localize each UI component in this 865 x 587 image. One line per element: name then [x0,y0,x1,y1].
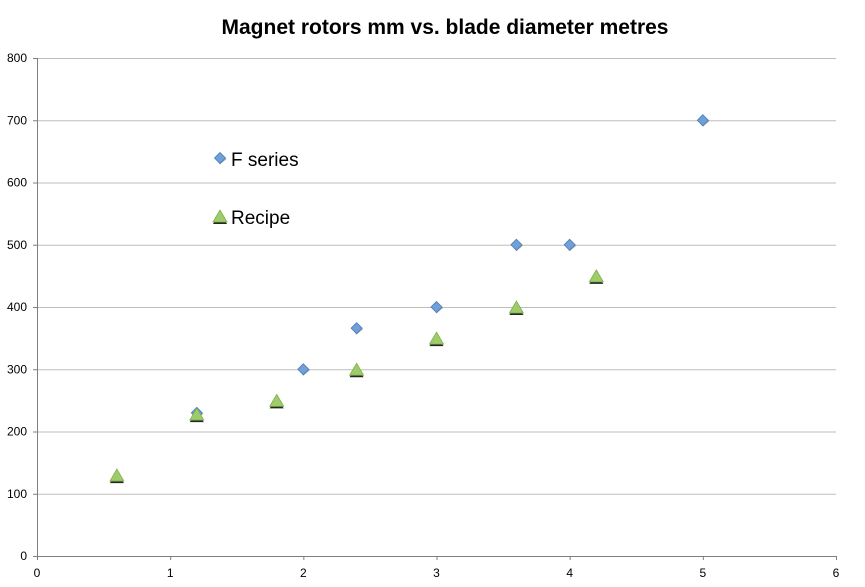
diamond-marker [350,322,363,335]
y-tick-label: 600 [7,176,27,190]
data-point-recipe [348,362,365,378]
y-tick-label: 300 [7,362,27,376]
legend-marker-recipe [212,209,228,224]
diamond-marker [563,238,576,251]
y-tick-label: 400 [7,300,27,314]
x-tick-label: 2 [300,566,307,580]
triangle-marker [428,331,445,345]
data-points [109,114,710,484]
data-point-recipe [109,468,125,484]
y-tick-label: 800 [7,51,27,65]
y-tick-label: 0 [20,549,27,563]
chart-title: Magnet rotors mm vs. blade diameter metr… [221,16,669,39]
x-tick-label: 4 [566,566,573,580]
tick-labels: 0 100 200 300 400 500 600 700 800 0 1 2 3 4 5 6 [7,51,840,580]
data-point-recipe [428,331,445,347]
diamond-marker [430,300,443,314]
legend: F series Recipe [212,150,299,229]
legend-label-recipe: Recipe [231,208,290,229]
x-tick-label: 6 [833,566,840,580]
x-tick-label: 5 [699,566,706,580]
diamond-marker [297,363,310,376]
y-tick-label: 700 [7,113,27,127]
triangle-marker [348,362,365,376]
triangle-marker [269,393,285,407]
triangle-marker [588,269,604,283]
data-point-f-series [430,300,443,314]
triangle-marker [109,468,125,482]
data-point-recipe [588,269,604,284]
diamond-marker [696,114,709,127]
x-tick-label: 0 [34,566,41,580]
data-point-recipe [189,407,205,423]
legend-label-f-series: F series [231,150,299,171]
data-point-recipe [508,300,525,315]
x-tick-label: 1 [167,566,174,580]
data-point-f-series [510,238,523,252]
triangle-marker [212,209,228,223]
diamond-marker [213,151,227,165]
y-tick-label: 200 [7,425,27,439]
legend-marker-f-series [213,151,227,165]
x-tick-label: 3 [433,566,440,580]
y-tick-label: 500 [7,238,27,252]
triangle-marker [508,300,525,314]
grid-lines [37,58,836,495]
axes [33,58,837,560]
data-point-f-series [350,322,364,335]
data-point-f-series [297,363,310,376]
data-point-f-series [563,238,577,252]
data-point-f-series [696,114,710,127]
y-tick-label: 100 [7,487,27,501]
diamond-marker [510,238,523,251]
triangle-marker [189,407,205,421]
data-point-recipe [269,393,285,409]
